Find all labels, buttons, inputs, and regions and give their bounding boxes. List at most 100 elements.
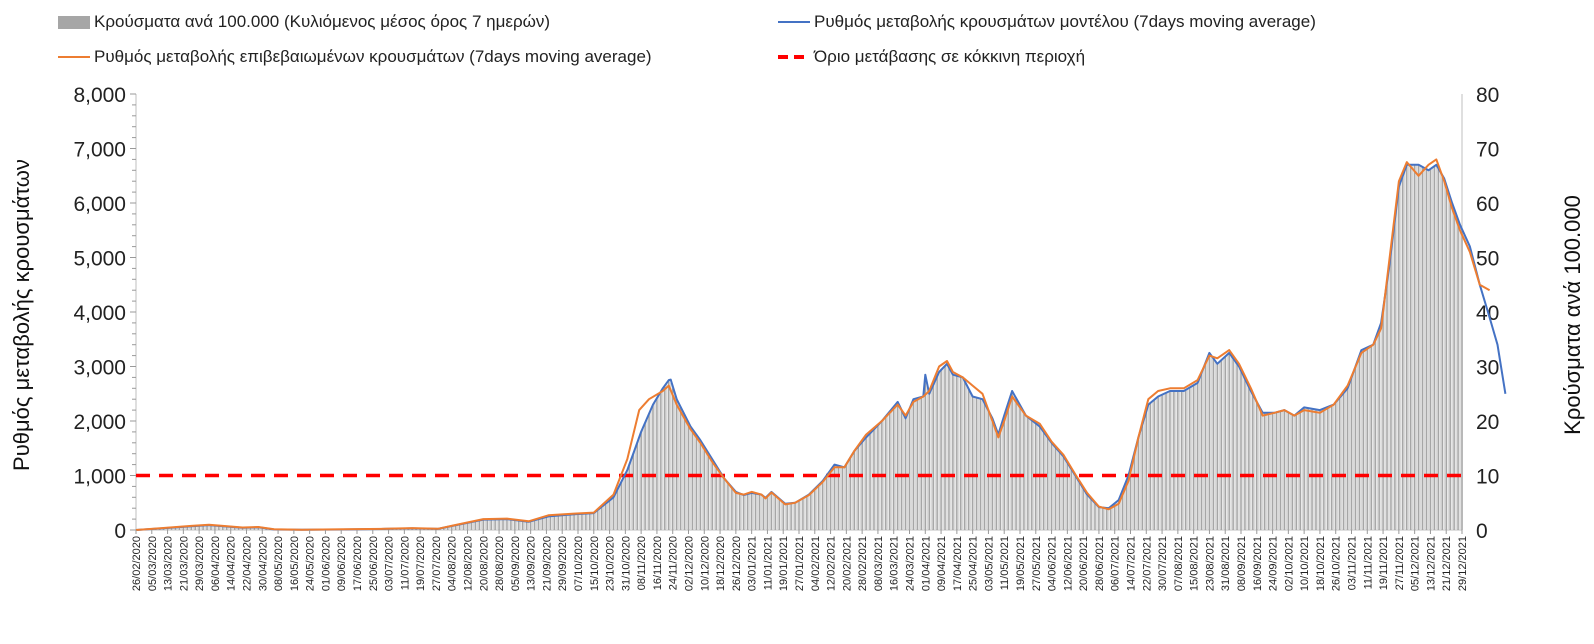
bar	[462, 523, 465, 530]
bar	[798, 500, 800, 530]
x-tick-label: 19/01/2021	[778, 536, 790, 591]
bar	[685, 418, 688, 530]
legend-swatch-bar	[58, 15, 90, 29]
bar	[1370, 345, 1373, 530]
bar	[989, 414, 992, 530]
bar	[863, 439, 865, 530]
bar	[973, 397, 976, 530]
x-tick-label: 13/12/2021	[1425, 536, 1437, 591]
bar	[190, 526, 193, 530]
bar	[1429, 168, 1432, 530]
x-tick-label: 01/04/2021	[920, 536, 932, 591]
y-tick-label-left: 6,000	[73, 193, 126, 216]
bar	[235, 527, 238, 530]
bar	[701, 443, 704, 530]
bar	[997, 434, 1000, 530]
bar	[612, 497, 615, 530]
y-tick-label-right: 30	[1476, 357, 1499, 380]
bar	[604, 503, 607, 530]
bar	[683, 414, 686, 530]
bar	[735, 491, 737, 530]
bar	[1200, 372, 1203, 530]
bar	[620, 481, 623, 530]
x-tick-label: 30/04/2020	[257, 536, 269, 591]
bar	[938, 371, 940, 530]
x-tick-label: 31/08/2021	[1220, 536, 1232, 591]
y-tick-label-left: 2,000	[73, 411, 126, 434]
bar	[760, 494, 763, 530]
bar	[1159, 395, 1161, 530]
bar	[1102, 507, 1104, 530]
bar	[1366, 347, 1369, 530]
bar	[1435, 164, 1438, 530]
bar	[821, 480, 824, 530]
bar	[648, 413, 650, 530]
bar	[813, 488, 816, 530]
bar	[754, 493, 757, 530]
bar	[784, 503, 786, 530]
bar	[1062, 456, 1065, 530]
bar	[180, 526, 183, 530]
x-tick-label: 17/06/2020	[352, 536, 364, 591]
bar	[1299, 410, 1301, 530]
legend-label-model: Ρυθμός μεταβολής κρουσμάτων μοντέλου (7d…	[814, 12, 1316, 31]
y-tick-label-right: 0	[1476, 520, 1488, 543]
bar	[764, 497, 767, 530]
bar	[585, 513, 587, 530]
x-tick-label: 12/08/2020	[463, 536, 475, 591]
bar	[703, 446, 706, 530]
bar	[1036, 424, 1039, 530]
x-tick-label: 29/12/2021	[1457, 536, 1469, 591]
y-tick-label-right: 20	[1476, 411, 1499, 434]
x-tick-label: 09/06/2020	[336, 536, 348, 591]
bar	[1113, 503, 1116, 530]
bar	[758, 494, 761, 530]
bar	[660, 391, 662, 530]
bar	[812, 490, 814, 530]
legend-swatch-threshold	[778, 55, 810, 59]
bar	[257, 527, 260, 530]
bar	[1027, 417, 1029, 530]
bar	[1267, 412, 1270, 530]
bar	[1060, 454, 1063, 530]
bar	[581, 513, 583, 530]
y-tick-label-left: 4,000	[73, 302, 126, 325]
bar	[204, 525, 206, 530]
bar	[1204, 362, 1207, 530]
bar	[1042, 431, 1045, 530]
bar	[711, 459, 713, 530]
bar	[1425, 169, 1428, 530]
bar	[788, 503, 790, 530]
bar	[508, 519, 510, 530]
bar	[892, 406, 895, 530]
legend-label-threshold: Όριο μετάβασης σε κόκκινη περιοχή	[814, 47, 1086, 66]
bar	[675, 399, 678, 530]
bar	[1169, 391, 1171, 530]
bar	[622, 477, 625, 530]
bar	[245, 527, 248, 530]
bar	[746, 494, 749, 530]
bar	[1336, 399, 1339, 530]
x-tick-label: 06/04/2020	[210, 536, 222, 591]
bar	[1070, 469, 1073, 530]
y-axis-title-left: Ρυθμός μεταβολής κρουσμάτων	[9, 159, 34, 471]
bar	[1005, 409, 1007, 530]
bar	[594, 511, 597, 530]
bar	[1129, 467, 1132, 530]
x-tick-label: 31/10/2020	[620, 536, 632, 591]
bar	[1250, 391, 1252, 530]
bar	[1332, 404, 1335, 530]
bar	[709, 455, 711, 530]
bar	[551, 516, 554, 530]
bar	[1161, 394, 1163, 530]
bar	[602, 505, 605, 530]
bar	[1372, 344, 1374, 530]
bar	[1198, 377, 1201, 530]
bar	[650, 409, 652, 530]
bar	[261, 527, 264, 530]
bar	[894, 404, 897, 530]
bar	[829, 470, 832, 530]
bar	[498, 519, 500, 530]
bar	[1334, 402, 1337, 530]
bar	[875, 427, 877, 530]
